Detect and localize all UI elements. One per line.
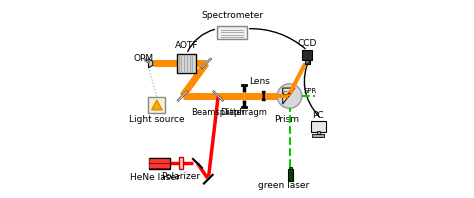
Text: AOTF: AOTF bbox=[175, 41, 198, 50]
Circle shape bbox=[306, 60, 309, 64]
Polygon shape bbox=[283, 88, 295, 104]
FancyArrowPatch shape bbox=[188, 29, 215, 51]
FancyArrowPatch shape bbox=[304, 58, 319, 117]
Text: HeNe laser: HeNe laser bbox=[130, 173, 180, 182]
Polygon shape bbox=[177, 92, 187, 100]
Bar bbox=[312, 134, 324, 137]
Polygon shape bbox=[148, 59, 153, 68]
Circle shape bbox=[277, 84, 302, 108]
Bar bbox=[217, 26, 247, 39]
Bar bbox=[305, 60, 310, 64]
Polygon shape bbox=[192, 159, 202, 168]
FancyArrowPatch shape bbox=[250, 29, 305, 49]
Text: Beamsplitter: Beamsplitter bbox=[191, 108, 245, 117]
Text: Prism: Prism bbox=[274, 115, 300, 124]
Bar bbox=[177, 54, 196, 73]
Text: PC: PC bbox=[312, 111, 324, 120]
Text: Diaphragm: Diaphragm bbox=[220, 108, 267, 117]
Bar bbox=[317, 131, 320, 135]
Bar bbox=[310, 121, 326, 132]
Text: OPM: OPM bbox=[134, 54, 154, 63]
Polygon shape bbox=[213, 92, 223, 100]
Polygon shape bbox=[152, 100, 162, 110]
Polygon shape bbox=[203, 175, 213, 184]
Text: Light source: Light source bbox=[129, 115, 184, 124]
Bar bbox=[302, 50, 312, 60]
Polygon shape bbox=[201, 59, 210, 68]
Text: CCD: CCD bbox=[298, 39, 317, 48]
Bar bbox=[179, 157, 182, 169]
Text: Spectrometer: Spectrometer bbox=[201, 11, 263, 20]
Text: green laser: green laser bbox=[258, 181, 309, 190]
Text: SPR: SPR bbox=[304, 88, 317, 94]
Text: C+: C+ bbox=[283, 90, 292, 96]
Text: Lens: Lens bbox=[249, 77, 270, 86]
Bar bbox=[289, 167, 292, 169]
Text: Polarizer: Polarizer bbox=[161, 172, 200, 181]
Bar bbox=[148, 97, 165, 113]
Bar bbox=[149, 158, 170, 169]
Bar bbox=[288, 169, 293, 181]
